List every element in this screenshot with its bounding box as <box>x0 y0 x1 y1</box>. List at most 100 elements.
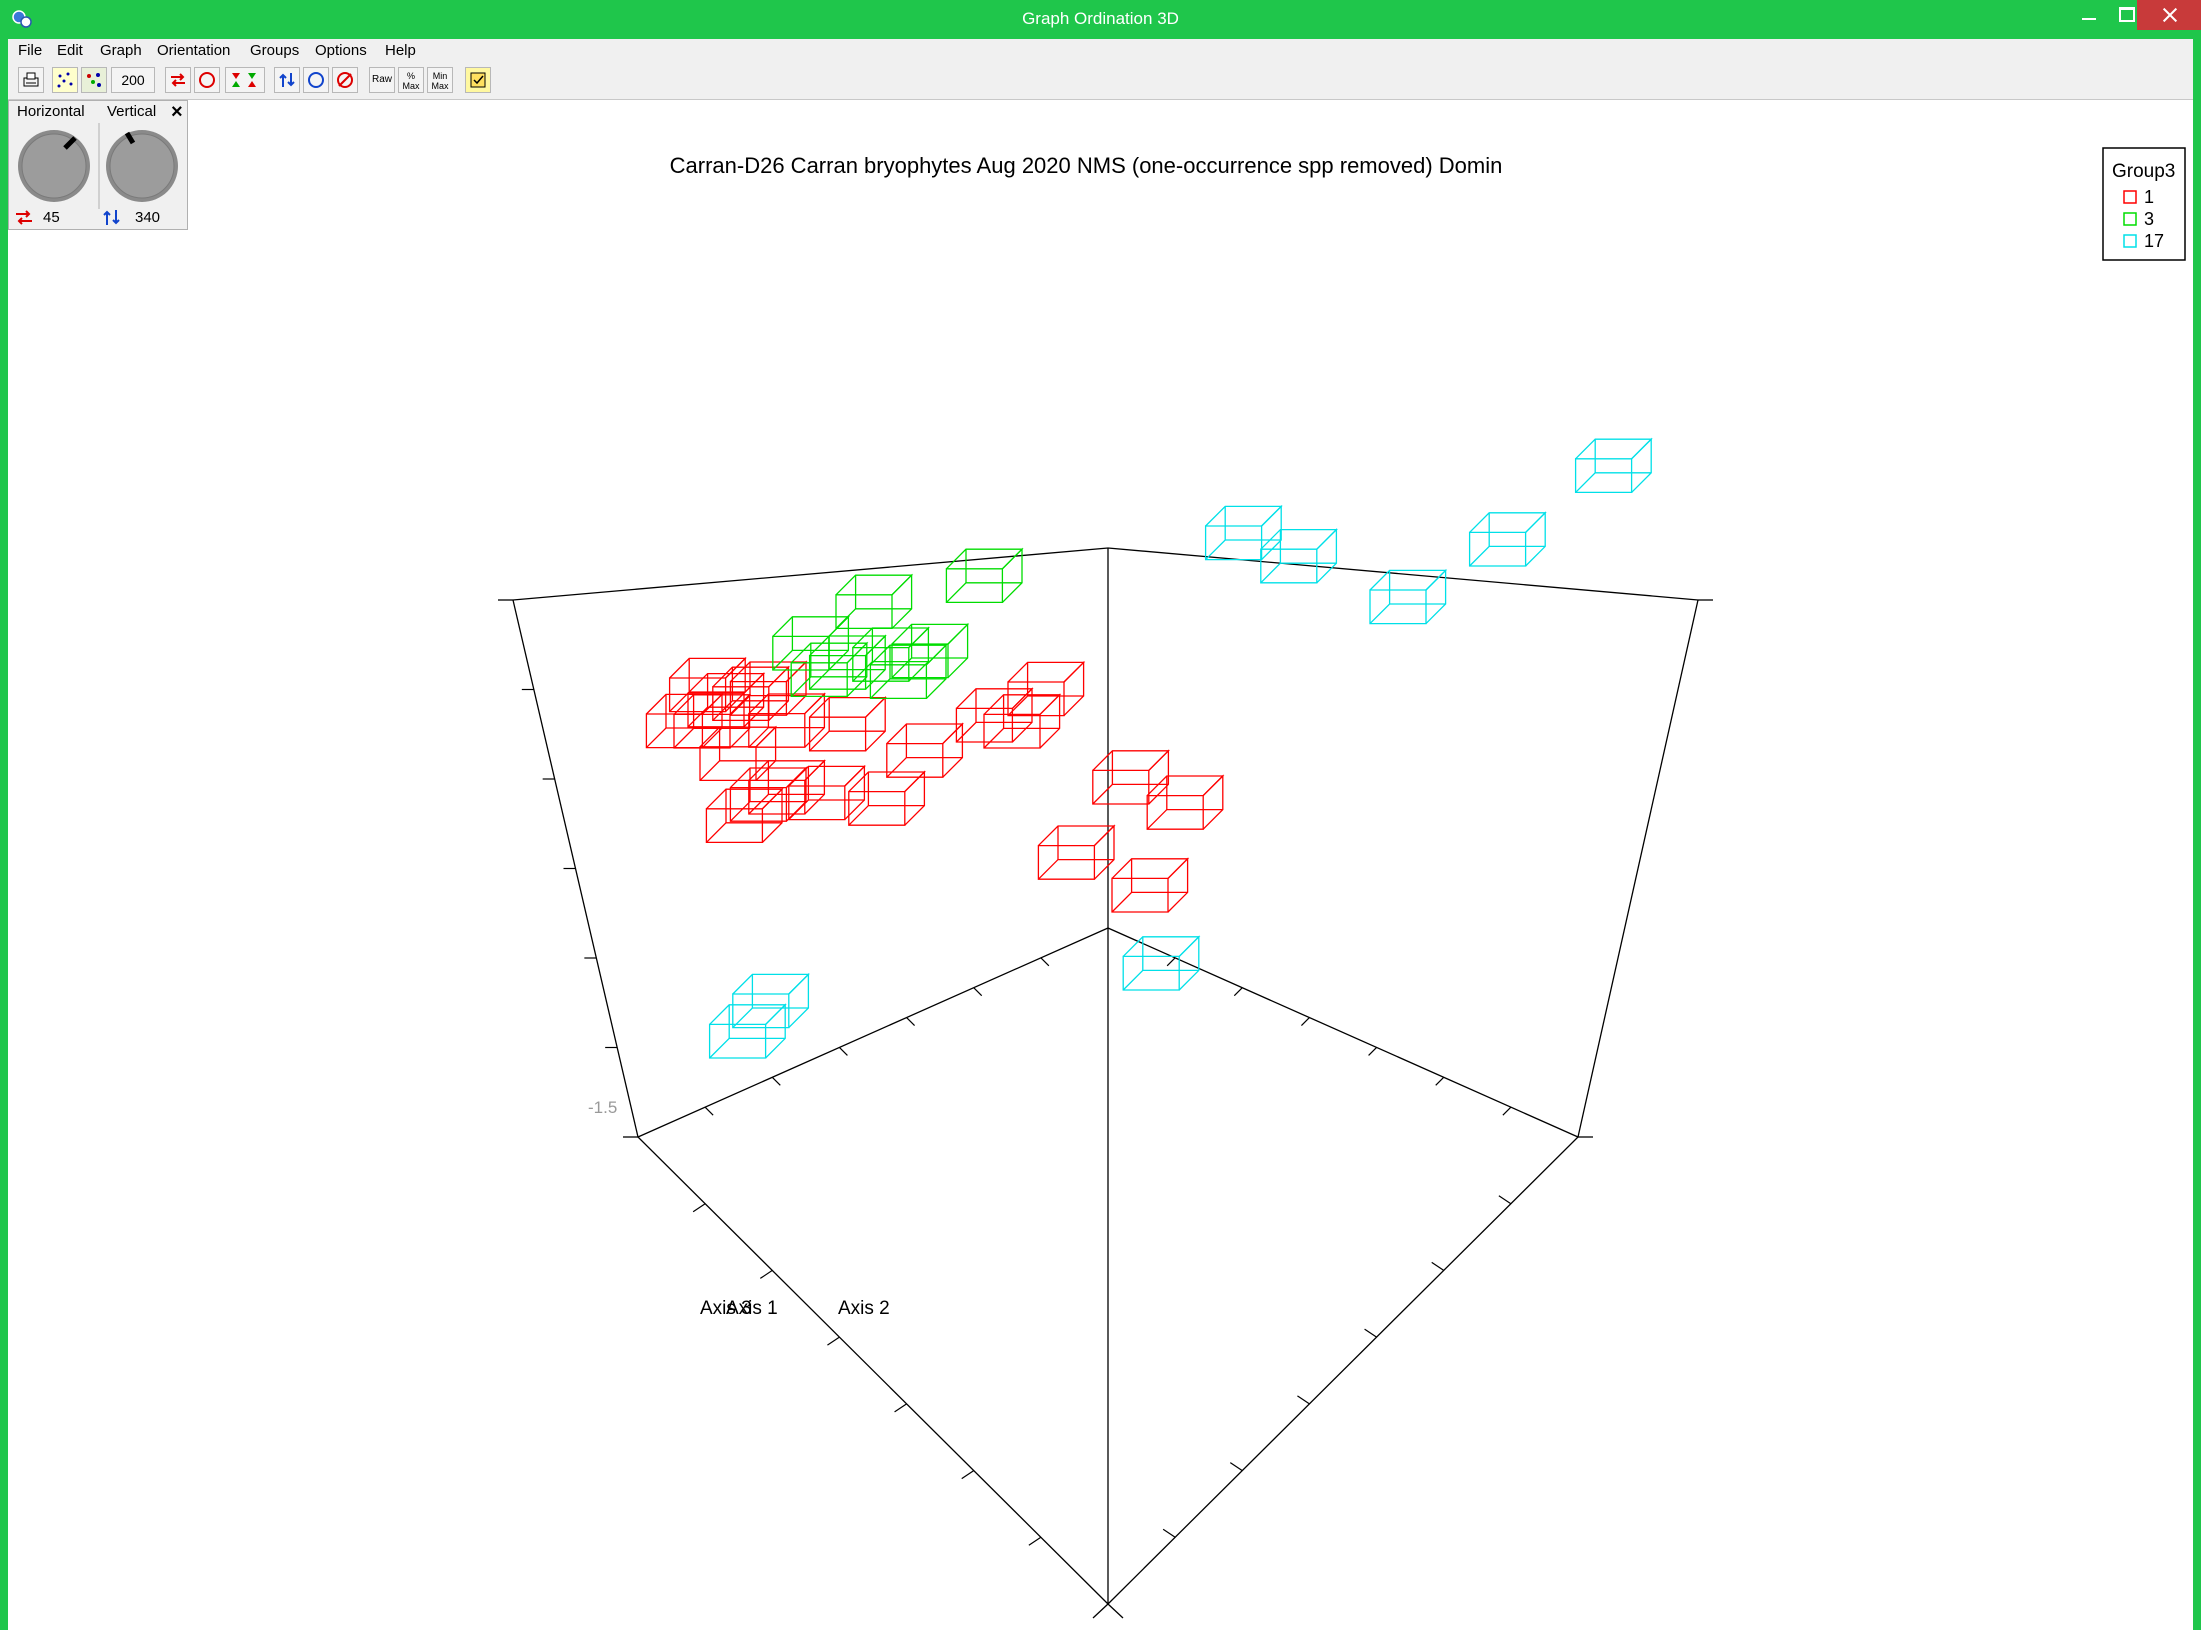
axis-tick <box>961 1470 975 1480</box>
point-count-button[interactable]: 200 <box>111 67 155 93</box>
axis-tick <box>1301 1017 1310 1026</box>
max-label: Max <box>431 81 449 91</box>
minimize-button[interactable] <box>2068 0 2106 30</box>
circle-button[interactable] <box>194 67 220 93</box>
points-alt-icon <box>87 73 101 87</box>
rotate-both-icon <box>337 72 353 88</box>
legend-title: Group3 <box>2112 161 2175 182</box>
raw-scale-button[interactable]: Raw <box>369 67 395 93</box>
legend: Group3 1 3 17 <box>2102 147 2186 261</box>
menu-groups[interactable]: Groups <box>250 42 300 59</box>
data-point <box>645 692 724 749</box>
points-button[interactable] <box>52 67 78 93</box>
menu-bar: File Edit Graph Orientation Groups Optio… <box>8 39 2193 63</box>
menu-file[interactable]: File <box>18 42 43 59</box>
axis-tick <box>906 1017 915 1026</box>
menu-options[interactable]: Options <box>315 42 367 59</box>
percent-max-button[interactable]: % Max <box>398 67 424 93</box>
legend-label-3: 3 <box>2144 209 2154 229</box>
data-point <box>1122 935 1201 991</box>
rotate-vertical-small-icon[interactable] <box>101 206 123 228</box>
rotate-vertical-icon <box>279 73 295 87</box>
notes-button[interactable] <box>465 67 491 93</box>
points-icon <box>57 72 73 88</box>
data-point <box>788 764 866 821</box>
box-edge <box>1092 1603 1109 1619</box>
axis-tick <box>1498 1195 1512 1205</box>
close-rotation-panel-button[interactable]: × <box>171 101 183 123</box>
data-point <box>1574 437 1653 494</box>
rotate-both-button[interactable] <box>332 67 358 93</box>
rotation-panel: Horizontal Vertical × 45 <box>8 100 188 230</box>
chart-title: Carran-D26 Carran bryophytes Aug 2020 NM… <box>670 153 1503 178</box>
data-point <box>1468 511 1547 567</box>
data-point <box>1204 504 1283 561</box>
rotation-dials <box>18 123 178 209</box>
axis-tick <box>894 1403 907 1413</box>
min-max-button[interactable]: Min Max <box>427 67 453 93</box>
tab-vertical[interactable]: Vertical <box>107 103 157 120</box>
circle-blue-button[interactable] <box>303 67 329 93</box>
menu-graph[interactable]: Graph <box>100 42 142 59</box>
rotate-horizontal-button[interactable] <box>165 67 191 93</box>
data-points <box>645 437 1653 1059</box>
axis-tick <box>1368 1047 1377 1056</box>
menu-edit[interactable]: Edit <box>57 42 83 59</box>
percent-max-label: Max <box>402 81 420 91</box>
close-button[interactable] <box>2137 0 2201 30</box>
data-point <box>869 643 948 700</box>
print-button[interactable] <box>18 67 44 93</box>
axis-tick <box>1040 957 1050 967</box>
legend-label-17: 17 <box>2144 231 2164 251</box>
data-point <box>848 770 926 826</box>
axis-tick <box>759 1269 773 1279</box>
axis-flip-icon <box>232 73 256 87</box>
legend-swatch-3 <box>2123 212 2137 226</box>
title-bar: Graph Ordination 3D <box>0 0 2201 39</box>
data-point <box>705 787 784 844</box>
legend-swatch-17 <box>2123 234 2137 248</box>
box-edge <box>1107 1136 1579 1605</box>
horizontal-dial[interactable] <box>18 130 90 202</box>
toolbar: 200 Raw % Max Min Max <box>8 63 2193 100</box>
data-point <box>732 972 810 1029</box>
vertical-value: 340 <box>135 209 161 226</box>
axis-flip-button[interactable] <box>225 67 265 93</box>
tab-horizontal[interactable]: Horizontal <box>17 103 85 120</box>
maximize-button[interactable] <box>2106 0 2144 30</box>
ordination-plot[interactable]: Carran-D26 Carran bryophytes Aug 2020 NM… <box>8 100 2193 1630</box>
rotate-vertical-button[interactable] <box>274 67 300 93</box>
axis-tick <box>1162 1528 1176 1538</box>
axis-tick <box>827 1336 840 1346</box>
data-point <box>708 1003 787 1059</box>
menu-help[interactable]: Help <box>385 42 416 59</box>
data-point <box>1092 749 1170 805</box>
axis-tick <box>973 987 983 997</box>
menu-orientation[interactable]: Orientation <box>157 42 231 59</box>
axis-tick <box>692 1203 706 1213</box>
corner-label: -1.5 <box>588 1098 617 1117</box>
data-point <box>1146 774 1225 830</box>
legend-label-1: 1 <box>2144 187 2154 207</box>
rotate-horizontal-icon <box>171 73 185 87</box>
plot-area[interactable]: Carran-D26 Carran bryophytes Aug 2020 NM… <box>8 100 2193 1630</box>
axis-label-2: Axis 2 <box>838 1298 890 1319</box>
axis-tick <box>1229 1462 1243 1472</box>
axis-tick <box>1364 1328 1377 1338</box>
data-point <box>1260 528 1338 584</box>
data-point <box>983 693 1062 749</box>
axis-tick <box>1435 1076 1445 1086</box>
rotate-horizontal-small-icon[interactable] <box>13 206 35 228</box>
box-edge <box>1577 599 1699 1138</box>
circle-blue-icon <box>308 72 324 88</box>
data-point <box>1369 568 1448 625</box>
points-alt-button[interactable] <box>81 67 107 93</box>
vertical-dial[interactable] <box>106 130 178 202</box>
data-point <box>790 641 869 698</box>
box-edge <box>1107 927 1579 1138</box>
axis-tick <box>1233 987 1243 997</box>
data-point <box>1037 824 1116 880</box>
window-title: Graph Ordination 3D <box>1022 9 1179 28</box>
print-icon <box>23 72 39 87</box>
axis-tick <box>1502 1106 1512 1116</box>
